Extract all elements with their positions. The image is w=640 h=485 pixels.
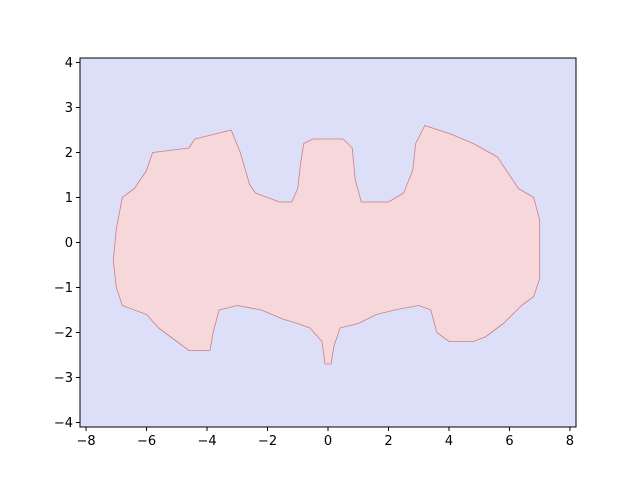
x-tick-label: −4 — [197, 434, 216, 449]
x-tick-label: −6 — [137, 434, 156, 449]
y-tick-label: −3 — [54, 371, 73, 386]
y-tick-label: −1 — [54, 281, 73, 296]
x-tick-label: 4 — [445, 434, 453, 449]
x-tick-label: −2 — [258, 434, 277, 449]
y-tick-label: 2 — [65, 146, 73, 161]
x-tick-label: 8 — [566, 434, 574, 449]
x-tick-label: 6 — [505, 434, 513, 449]
y-tick-label: −2 — [54, 326, 73, 341]
x-tick-label: −8 — [76, 434, 95, 449]
x-tick-label: 0 — [324, 434, 332, 449]
bat-shape-region — [112, 125, 541, 365]
y-tick-label: 0 — [65, 236, 73, 251]
y-tick-label: 1 — [65, 191, 73, 206]
x-tick-label: 2 — [384, 434, 392, 449]
y-tick-label: 3 — [65, 101, 73, 116]
y-tick-label: −4 — [54, 416, 73, 431]
y-tick-label: 4 — [65, 56, 73, 71]
